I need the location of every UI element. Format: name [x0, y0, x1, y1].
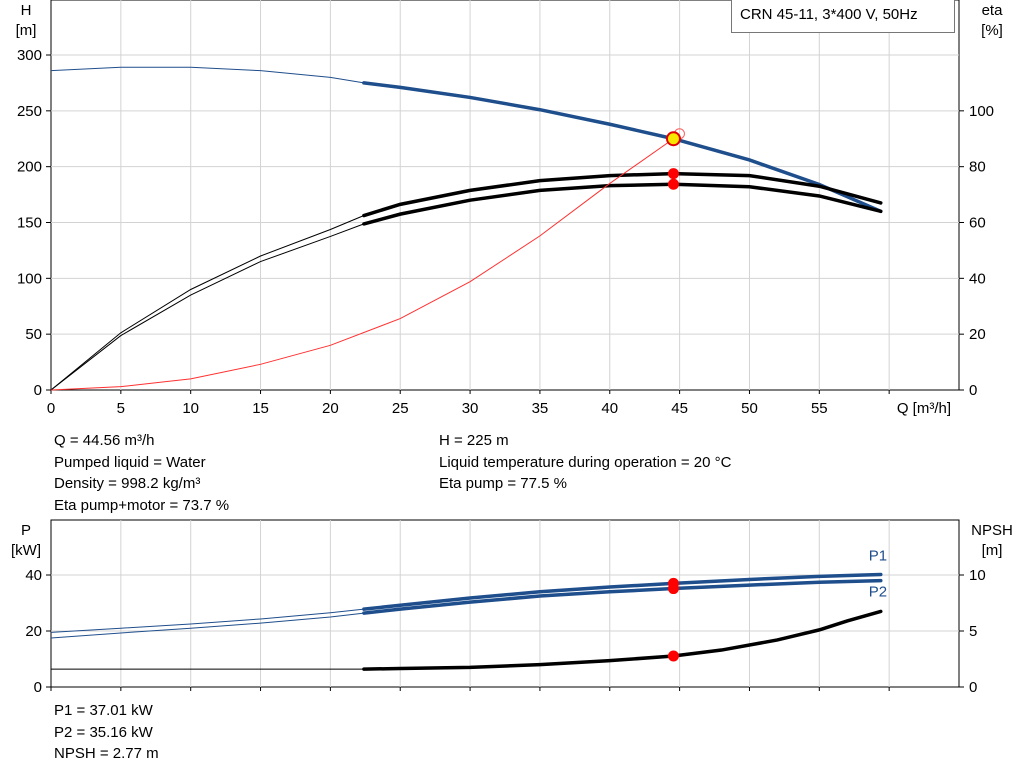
y-tick-label-right: 80 [969, 159, 986, 176]
y-tick-label-left: 20 [25, 623, 42, 640]
y-axis-label-left: H [21, 2, 32, 19]
series-line-thick [362, 81, 883, 214]
flow-readout: Q = 44.56 m³/h [54, 432, 155, 449]
operating-point [667, 583, 679, 595]
x-tick-label: 10 [182, 400, 199, 417]
operating-point [667, 168, 679, 180]
y-tick-label-right: 100 [969, 103, 994, 120]
y-tick-label-right: 0 [969, 382, 977, 399]
x-axis-label: Q [m³/h] [897, 400, 951, 417]
y-tick-label-right: 0 [969, 679, 977, 696]
p1-readout: P1 = 37.01 kW [54, 702, 153, 719]
x-tick-label: 40 [601, 400, 618, 417]
y-tick-label-left: 0 [34, 382, 42, 399]
duty-info-left: Q = 44.56 m³/h Pumped liquid = Water Den… [54, 430, 229, 516]
y-axis-label-left: P [21, 522, 31, 539]
eta-pump-motor-readout: Eta pump+motor = 73.7 % [54, 496, 230, 514]
series-line-thick [362, 578, 883, 615]
temperature-readout: Liquid temperature during operation = 20… [439, 453, 732, 471]
y-axis-label-right: NPSH [971, 522, 1013, 539]
series-legend-p1: P1 [869, 547, 887, 564]
y-tick-label-left: 0 [34, 679, 42, 696]
y-tick-label-left: 200 [17, 159, 42, 176]
npsh-readout: NPSH = 2.77 m [54, 745, 159, 762]
series-line-thick [362, 572, 883, 611]
p2-readout: P2 = 35.16 kW [54, 723, 153, 741]
x-tick-label: 30 [462, 400, 479, 417]
x-tick-label: 45 [671, 400, 688, 417]
duty-point [665, 131, 681, 147]
duty-info-right: H = 225 m Liquid temperature during oper… [439, 430, 731, 495]
y-tick-label-left: 50 [25, 326, 42, 343]
y-axis-label-right: [m] [982, 542, 1003, 559]
plot-area-1 [50, 519, 960, 688]
x-tick-label: 35 [532, 400, 549, 417]
x-tick-label: 50 [741, 400, 758, 417]
y-tick-label-right: 5 [969, 623, 977, 640]
y-axis-label-left: [m] [16, 22, 37, 39]
y-tick-label-left: 300 [17, 47, 42, 64]
eta-pump-readout: Eta pump = 77.5 % [439, 475, 567, 492]
operating-point [667, 650, 679, 662]
power-info: P1 = 37.01 kW P2 = 35.16 kW NPSH = 2.77 … [54, 700, 159, 765]
series-line-thin [50, 138, 674, 391]
x-tick-label: 55 [811, 400, 828, 417]
x-tick-label: 0 [47, 400, 55, 417]
y-axis-label-right: eta [982, 2, 1004, 19]
x-tick-label: 20 [322, 400, 339, 417]
y-axis-label-left: [kW] [11, 542, 41, 559]
y-tick-label-left: 100 [17, 270, 42, 287]
y-tick-label-right: 60 [969, 215, 986, 232]
x-tick-label: 15 [252, 400, 269, 417]
operating-point [667, 178, 679, 190]
y-axis-label-right: [%] [981, 22, 1003, 39]
density-readout: Density = 998.2 kg/m³ [54, 475, 201, 492]
y-tick-label-right: 10 [969, 567, 986, 584]
series-line-thick [362, 182, 883, 226]
y-tick-label-left: 150 [17, 215, 42, 232]
series-legend-p2: P2 [869, 584, 887, 601]
y-tick-label-left: 250 [17, 103, 42, 120]
head-readout: H = 225 m [439, 432, 509, 449]
liquid-readout: Pumped liquid = Water [54, 453, 206, 471]
chart-title: CRN 45-11, 3*400 V, 50Hz [731, 0, 955, 33]
x-tick-label: 25 [392, 400, 409, 417]
y-tick-label-right: 40 [969, 270, 986, 287]
y-tick-label-left: 40 [25, 567, 42, 584]
y-tick-label-right: 20 [969, 326, 986, 343]
x-tick-label: 5 [117, 400, 125, 417]
series-line-thick [362, 171, 883, 218]
